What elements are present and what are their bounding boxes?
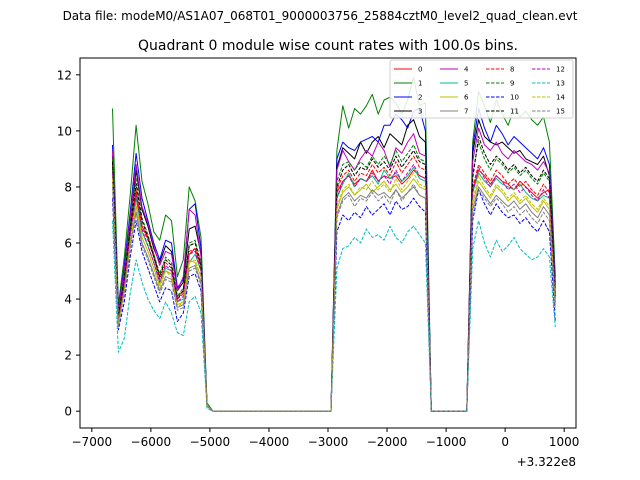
y-tick-label: 12 [57,68,72,82]
legend-label-12: 12 [556,66,565,74]
legend-label-2: 2 [418,94,422,102]
chart-title: Quadrant 0 module wise count rates with … [138,38,518,54]
series-line-14 [112,172,556,412]
series-line-5 [112,166,556,412]
series-line-3 [112,119,556,412]
legend-label-10: 10 [510,94,519,102]
x-tick-label: −2000 [367,435,408,449]
legend-label-1: 1 [418,80,422,88]
legend-label-11: 11 [510,108,519,116]
y-tick-label: 8 [64,180,72,194]
series-line-15 [112,183,556,412]
ticks-layer: −7000 −6000 −5000 −4000 −3000 −2000 −1000 0 1000… [57,68,580,449]
x-tick-label: −5000 [190,435,231,449]
legend-label-4: 4 [464,66,469,74]
figure-suptitle: Data file: modeM0/AS1A07_068T01_90000037… [63,9,578,23]
legend-label-0: 0 [418,66,422,74]
legend-box [389,59,574,119]
y-tick-label: 10 [57,124,72,138]
x-tick-label: −1000 [426,435,467,449]
x-tick-label: −7000 [72,435,113,449]
legend-label-14: 14 [556,94,565,102]
y-tick-label: 6 [64,237,72,251]
y-tick-label: 4 [64,293,72,307]
series-line-9 [112,141,556,412]
legend-label-5: 5 [464,80,468,88]
x-tick-label: 0 [501,435,509,449]
series-line-11 [112,136,556,412]
legend-label-6: 6 [464,94,469,102]
series-layer [112,77,556,412]
x-tick-label: −6000 [131,435,172,449]
x-tick-label: −3000 [308,435,349,449]
legend-label-8: 8 [510,66,514,74]
legend-label-7: 7 [464,108,468,116]
series-line-13 [112,220,556,412]
legend-label-3: 3 [418,108,422,116]
x-tick-label: 1000 [549,435,580,449]
legend-label-13: 13 [556,80,565,88]
legend-label-15: 15 [556,108,565,116]
x-tick-label: −4000 [249,435,290,449]
x-offset-text: +3.322e8 [517,455,576,469]
series-line-7 [112,181,556,412]
series-line-8 [112,155,556,412]
y-tick-label: 0 [64,405,72,419]
legend-label-9: 9 [510,80,514,88]
series-line-4 [112,127,556,412]
series-line-10 [112,189,556,412]
series-line-12 [112,164,556,412]
series-line-0 [112,158,556,412]
y-tick-label: 2 [64,349,72,363]
